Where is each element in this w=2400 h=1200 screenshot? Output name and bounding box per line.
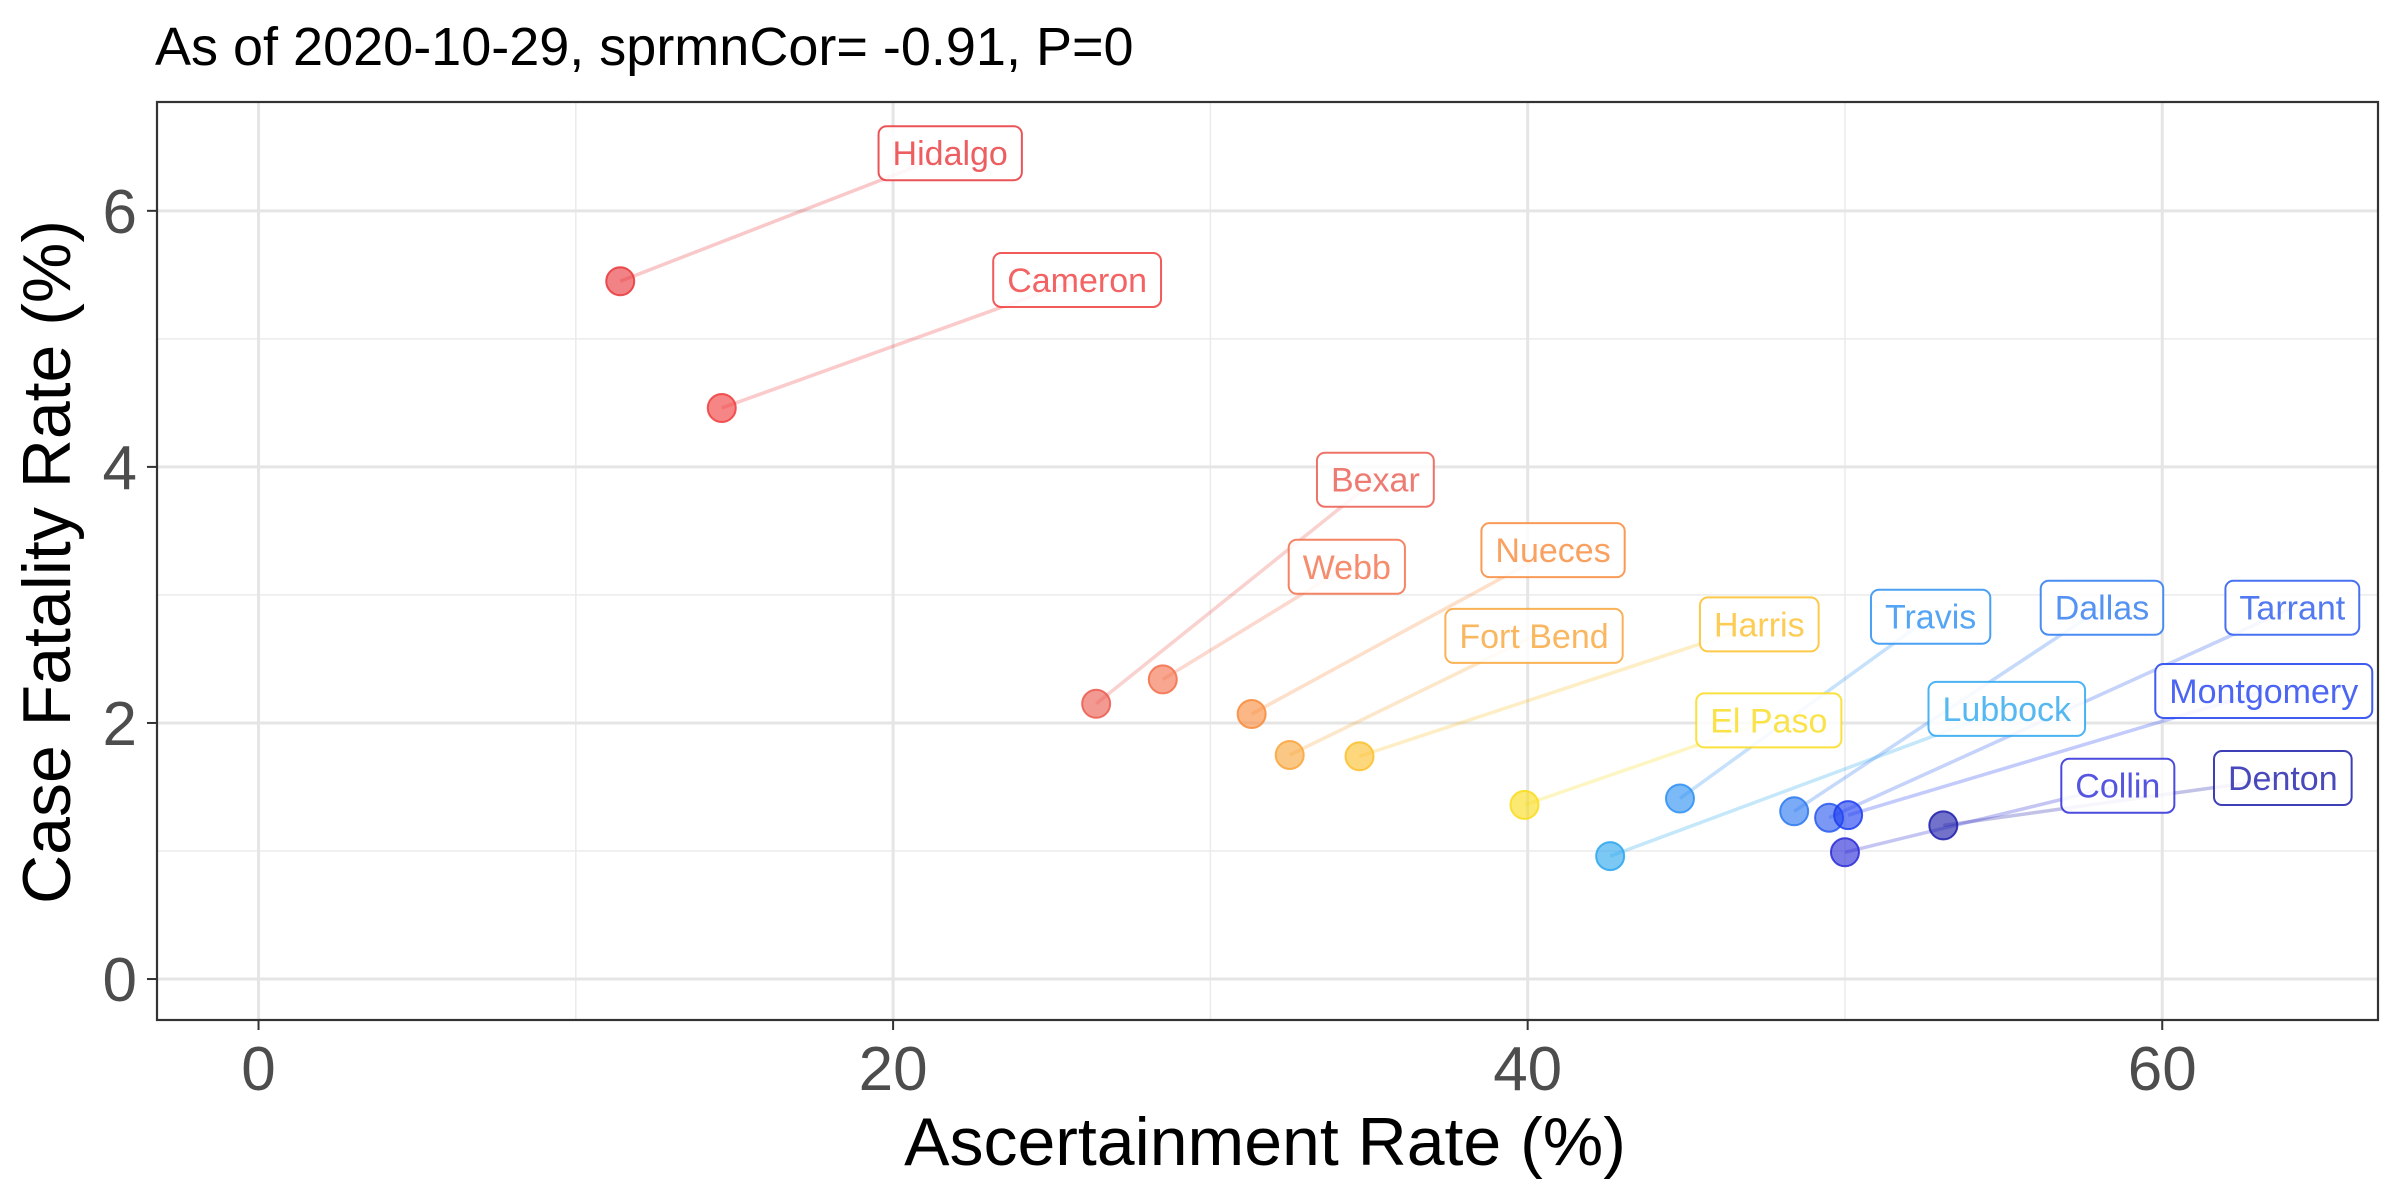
point-label-text: Travis xyxy=(1885,599,1976,637)
point-label-text: Denton xyxy=(2228,760,2338,798)
point-label: Harris xyxy=(1698,596,1820,653)
point-label-text: Hidalgo xyxy=(893,135,1008,173)
point-label-text: Harris xyxy=(1714,606,1805,644)
data-point xyxy=(1779,796,1810,827)
chart-title: As of 2020-10-29, sprmnCor= -0.91, P=0 xyxy=(155,17,1134,77)
point-label-box xyxy=(2039,579,2165,636)
label-connector xyxy=(1095,478,1377,706)
point-label-box xyxy=(1480,522,1626,579)
data-point xyxy=(1829,837,1860,868)
point-label-box xyxy=(1927,680,2087,737)
point-label-box xyxy=(2154,662,2374,719)
point-label-box xyxy=(877,125,1023,182)
y-tick-label: 2 xyxy=(103,690,137,759)
point-label-text: Lubbock xyxy=(1943,691,2073,729)
point-label: Nueces xyxy=(1480,522,1626,579)
point-label: Hidalgo xyxy=(877,125,1023,182)
point-label-text: Cameron xyxy=(1007,262,1147,300)
y-tick-label: 6 xyxy=(103,178,137,247)
label-connectors xyxy=(619,151,2294,858)
point-label-text: El Paso xyxy=(1710,702,1827,740)
point-label-text: Collin xyxy=(2075,768,2160,806)
point-label: Dallas xyxy=(2039,579,2165,636)
data-point xyxy=(1147,664,1178,695)
minor-gridlines xyxy=(157,102,2378,1020)
point-label: Denton xyxy=(2212,750,2353,807)
x-axis-ticks: 0 20 40 60 xyxy=(241,1020,2197,1104)
point-label-text: Bexar xyxy=(1331,462,1420,500)
point-label: Tarrant xyxy=(2224,579,2361,636)
point-label: Lubbock xyxy=(1927,680,2087,737)
label-connector xyxy=(1358,622,1760,758)
point-label-text: Webb xyxy=(1303,549,1391,587)
point-label: El Paso xyxy=(1695,692,1843,749)
point-label-box xyxy=(2060,757,2176,814)
major-gridlines xyxy=(157,102,2378,1020)
x-tick-label: 60 xyxy=(2128,1035,2197,1104)
y-axis-ticks: 0 2 4 6 xyxy=(103,178,157,1015)
point-label: Collin xyxy=(2060,757,2176,814)
x-tick-label: 40 xyxy=(1493,1035,1562,1104)
y-axis-title: Case Fatality Rate (%) xyxy=(9,220,85,904)
data-points xyxy=(605,266,1959,872)
data-point xyxy=(1081,688,1112,719)
point-label-box xyxy=(1444,607,1624,664)
data-point xyxy=(1236,699,1267,729)
point-label: Webb xyxy=(1287,538,1406,595)
point-label: Bexar xyxy=(1315,451,1435,508)
point-label-text: Dallas xyxy=(2055,590,2149,628)
point-label: Cameron xyxy=(992,251,1163,308)
data-point xyxy=(1344,741,1375,772)
data-point xyxy=(1664,783,1695,814)
x-axis-title: Ascertainment Rate (%) xyxy=(904,1104,1626,1180)
point-label-box xyxy=(2212,750,2353,807)
plot-panel-border xyxy=(155,100,2380,1022)
data-point xyxy=(1928,810,1959,841)
data-point xyxy=(706,393,737,423)
point-label-text: Tarrant xyxy=(2239,590,2345,628)
data-point xyxy=(1833,800,1864,831)
x-tick-label: 20 xyxy=(859,1035,928,1104)
data-point xyxy=(1595,841,1626,872)
x-tick-label: 0 xyxy=(241,1035,275,1104)
point-label-box xyxy=(2224,579,2361,636)
point-label-box xyxy=(1869,588,1992,645)
point-label-text: Nueces xyxy=(1495,532,1610,570)
point-label-box xyxy=(1287,538,1406,595)
point-label-box xyxy=(1315,451,1435,508)
data-point xyxy=(1509,789,1540,820)
point-label: Travis xyxy=(1869,588,1992,645)
point-label-box xyxy=(1695,692,1843,749)
point-labels: Hidalgo Cameron Bexar Webb Nueces Fort Bend Ha… xyxy=(877,125,2374,814)
point-label-box xyxy=(992,251,1163,308)
data-point xyxy=(605,266,636,297)
point-label: Montgomery xyxy=(2154,662,2374,719)
y-tick-label: 0 xyxy=(103,946,137,1015)
y-tick-label: 4 xyxy=(103,434,137,503)
point-label: Fort Bend xyxy=(1444,607,1624,664)
data-point xyxy=(1274,739,1305,770)
point-label-text: Montgomery xyxy=(2169,673,2358,711)
point-label-text: Fort Bend xyxy=(1459,618,1608,656)
point-label-box xyxy=(1698,596,1820,653)
